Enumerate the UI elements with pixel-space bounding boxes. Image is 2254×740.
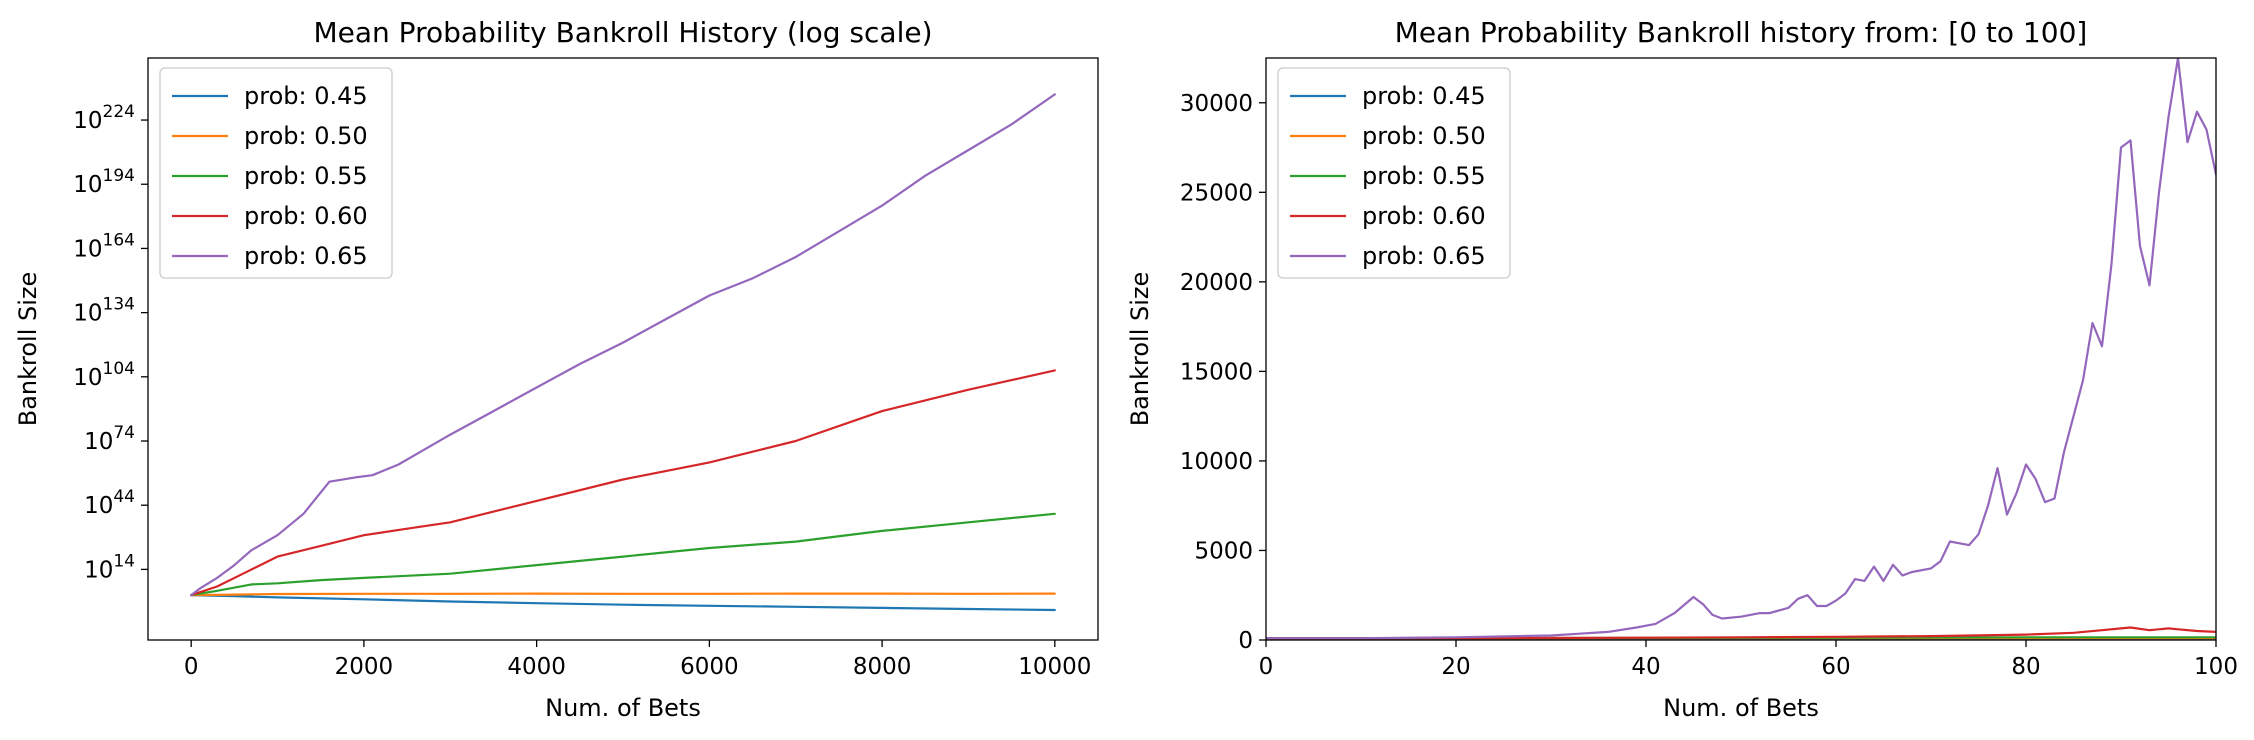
y-tick-exponent: 74 xyxy=(113,423,135,443)
y-tick-label: 5000 xyxy=(1194,538,1253,564)
y-tick-exponent: 134 xyxy=(103,295,135,315)
x-tick-label: 20 xyxy=(1441,654,1470,680)
series-line-060 xyxy=(1266,626,2216,640)
y-tick-label: 10000 xyxy=(1180,449,1253,475)
y-tick-label: 30000 xyxy=(1180,91,1253,117)
x-axis-label: Num. of Bets xyxy=(545,694,701,722)
legend-entry: prob: 0.60 xyxy=(244,202,368,230)
y-tick-base: 10 xyxy=(73,172,102,198)
y-tick-label: 10194 xyxy=(73,166,135,198)
legend-entry: prob: 0.55 xyxy=(1362,162,1486,190)
x-tick-label: 2000 xyxy=(335,654,394,680)
y-tick-base: 10 xyxy=(73,301,102,327)
legend-entry: prob: 0.65 xyxy=(1362,242,1486,270)
y-axis-label: Bankroll Size xyxy=(14,272,42,427)
series-line-060 xyxy=(190,369,1056,597)
y-tick-label: 15000 xyxy=(1180,359,1253,385)
legend-entry: prob: 0.65 xyxy=(244,242,368,270)
y-tick-base: 10 xyxy=(84,429,113,455)
left-chart-log-scale: 0 2000 4000 6000 8000 10000101410441074101041… xyxy=(14,16,1099,722)
legend: prob: 0.45 prob: 0.50 prob: 0.55 prob: 0.60… xyxy=(159,67,393,279)
y-tick-label: 1014 xyxy=(84,551,135,583)
series-line-065 xyxy=(190,93,1056,597)
y-tick-label: 0 xyxy=(1238,628,1253,654)
right-chart-first-100-bets: 0 20 40 60 80 100 0 5000 10000 15000 20000 25000 300… xyxy=(1126,16,2238,722)
legend-entry: prob: 0.45 xyxy=(244,82,368,110)
y-tick-label: 10104 xyxy=(73,359,135,391)
x-tick-label: 4000 xyxy=(507,654,566,680)
y-tick-label: 10134 xyxy=(73,295,135,327)
x-tick-label: 100 xyxy=(2194,654,2238,680)
series-line-045 xyxy=(190,593,1056,612)
x-tick-label: 80 xyxy=(2011,654,2040,680)
legend-box xyxy=(159,67,393,279)
y-tick-base: 10 xyxy=(84,557,113,583)
legend: prob: 0.45 prob: 0.50 prob: 0.55 prob: 0.60… xyxy=(1277,67,1511,279)
chart-title: Mean Probability Bankroll History (log s… xyxy=(313,16,932,49)
series-line-050 xyxy=(190,592,1056,597)
y-tick-label: 20000 xyxy=(1180,270,1253,296)
series-line-055 xyxy=(190,512,1056,597)
x-tick-label: 40 xyxy=(1631,654,1660,680)
series-line-065 xyxy=(1266,58,2216,640)
legend-box xyxy=(1277,67,1511,279)
y-tick-label: 1074 xyxy=(84,423,135,455)
x-tick-label: 0 xyxy=(184,654,199,680)
legend-entry: prob: 0.50 xyxy=(1362,122,1486,150)
x-tick-label: 10000 xyxy=(1018,654,1091,680)
y-axis-label: Bankroll Size xyxy=(1126,272,1154,427)
plot-frame xyxy=(147,57,1099,641)
x-tick-label: 60 xyxy=(1821,654,1850,680)
y-tick-exponent: 194 xyxy=(103,166,135,186)
y-tick-label: 10224 xyxy=(73,102,135,134)
y-tick-exponent: 14 xyxy=(113,551,135,571)
y-tick-exponent: 104 xyxy=(103,359,135,379)
series-group xyxy=(190,93,1056,612)
y-tick-exponent: 44 xyxy=(113,487,135,507)
y-tick-exponent: 224 xyxy=(103,102,135,122)
x-tick-label: 6000 xyxy=(680,654,739,680)
chart-title: Mean Probability Bankroll history from: … xyxy=(1395,16,2088,49)
y-tick-label: 1044 xyxy=(84,487,135,519)
legend-entry: prob: 0.45 xyxy=(1362,82,1486,110)
legend-entry: prob: 0.60 xyxy=(1362,202,1486,230)
x-tick-label: 0 xyxy=(1259,654,1274,680)
y-tick-base: 10 xyxy=(73,365,102,391)
x-tick-label: 8000 xyxy=(853,654,912,680)
y-tick-base: 10 xyxy=(84,493,113,519)
series-group xyxy=(1266,58,2216,640)
y-tick-label: 10164 xyxy=(73,230,135,262)
y-tick-base: 10 xyxy=(73,108,102,134)
x-axis-label: Num. of Bets xyxy=(1663,694,1819,722)
y-tick-base: 10 xyxy=(73,236,102,262)
legend-entry: prob: 0.55 xyxy=(244,162,368,190)
plot-frame xyxy=(1265,57,2217,641)
y-tick-exponent: 164 xyxy=(103,230,135,250)
legend-entry: prob: 0.50 xyxy=(244,122,368,150)
y-tick-label: 25000 xyxy=(1180,180,1253,206)
